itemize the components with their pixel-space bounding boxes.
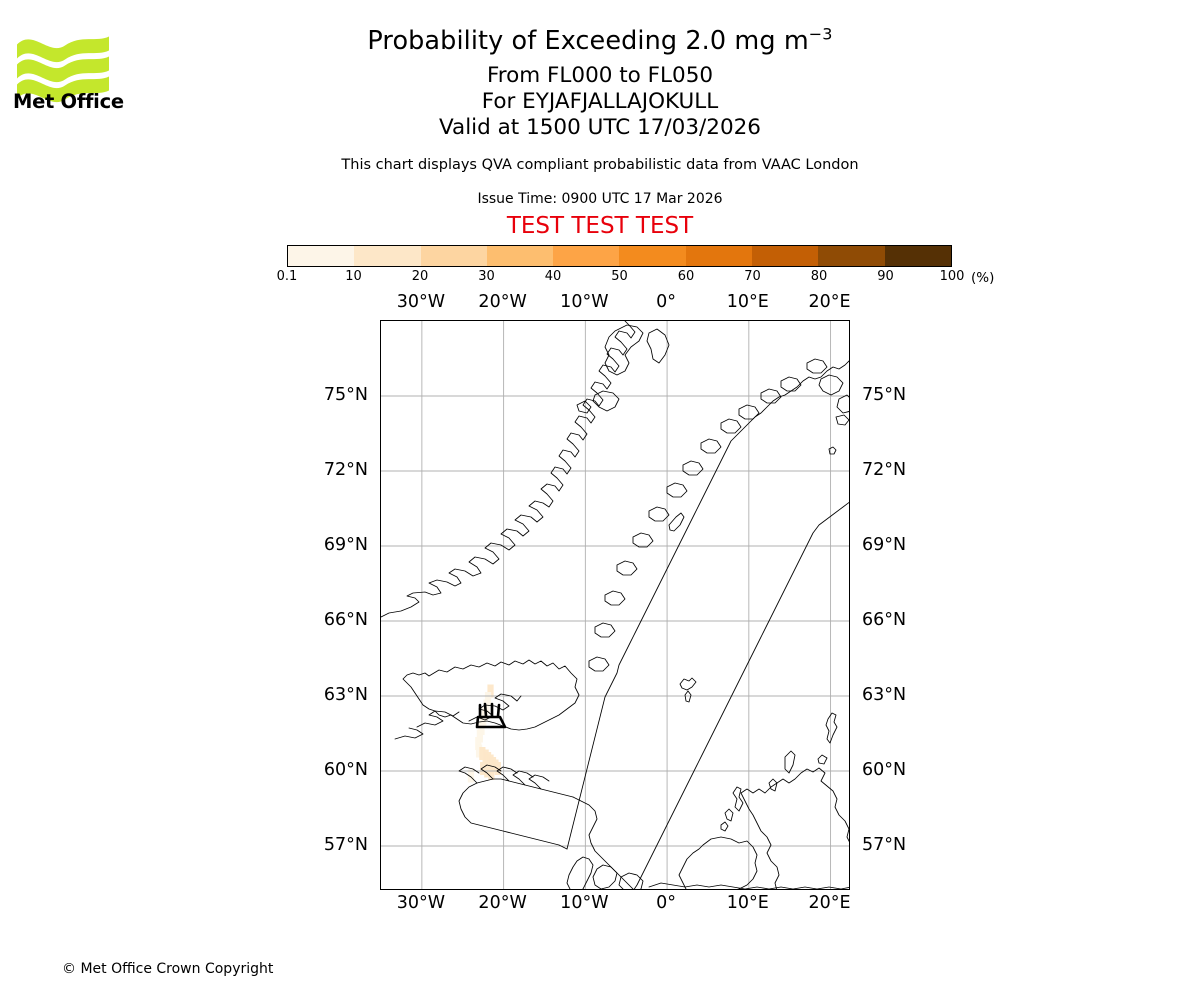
lat-label-60°N: 60°N: [323, 760, 368, 780]
colorbar-tick-70: 70: [744, 269, 761, 284]
ash-cell-16: [480, 762, 487, 775]
colorbar-tick-10: 10: [345, 269, 362, 284]
lat-label-66°N: 66°N: [323, 610, 368, 630]
volcano-subtitle: For EYJAFJALLAJOKULL: [481, 89, 719, 114]
colorbar-tick-0.1: 0.1: [276, 269, 298, 284]
colorbar-segment-4: [553, 246, 620, 266]
graticule-grid: [381, 321, 849, 889]
lon-label-20°W: 20°W: [478, 292, 527, 312]
met-office-wordmark: Met Office: [13, 90, 124, 113]
ash-cell-8: [475, 744, 483, 758]
lon-label-10°E: 10°E: [726, 893, 769, 913]
colorbar-tick-30: 30: [478, 269, 495, 284]
logo-waves: [17, 36, 109, 103]
lon-label-10°W: 10°W: [560, 292, 609, 312]
colorbar: [287, 245, 952, 267]
colorbar-tick-50: 50: [611, 269, 628, 284]
lon-label-0°: 0°: [656, 292, 677, 312]
lat-label-72°N: 72°N: [862, 460, 907, 480]
colorbar-segment-1: [354, 246, 421, 266]
lat-label-69°N: 69°N: [862, 535, 907, 555]
colorbar-unit-label: (%): [971, 270, 995, 286]
ash-cell-0: [487, 684, 494, 698]
ash-cell-18: [488, 767, 495, 780]
copyright-notice: © Met Office Crown Copyright: [62, 961, 274, 977]
map-canvas: [381, 321, 849, 889]
lat-label-72°N: 72°N: [323, 460, 368, 480]
lat-label-60°N: 60°N: [862, 760, 907, 780]
ash-cell-19: [467, 769, 475, 783]
colorbar-segment-8: [818, 246, 885, 266]
lon-label-10°W: 10°W: [560, 893, 609, 913]
met-office-logo: [17, 36, 109, 103]
colorbar-tick-60: 60: [677, 269, 695, 284]
lon-label-20°E: 20°E: [808, 893, 851, 913]
lon-label-30°W: 30°W: [396, 893, 446, 913]
colorbar-segment-0: [288, 246, 355, 266]
ash-cell-4: [480, 714, 487, 728]
lon-label-10°E: 10°E: [726, 292, 769, 312]
ash-cell-9: [479, 747, 486, 760]
colorbar-tick-80: 80: [810, 269, 828, 284]
colorbar-segment-6: [685, 246, 753, 266]
issue-time: Issue Time: 0900 UTC 17 Mar 2026: [477, 191, 723, 207]
colorbar-segment-2: [420, 246, 487, 266]
title-main-text: Probability of Exceeding 2.0 mg m: [367, 26, 809, 56]
ash-cell-5: [478, 722, 485, 735]
lat-label-63°N: 63°N: [323, 685, 368, 705]
valid-time-subtitle: Valid at 1500 UTC 17/03/2026: [438, 115, 761, 140]
colorbar-segment-7: [752, 246, 819, 266]
lat-label-57°N: 57°N: [862, 835, 907, 855]
lat-label-57°N: 57°N: [323, 835, 368, 855]
map-plot-area: [380, 320, 850, 890]
ash-cell-1: [484, 692, 492, 705]
title-exponent: −3: [808, 24, 833, 44]
lon-label-20°W: 20°W: [478, 893, 527, 913]
colorbar-tick-100: 100: [939, 269, 965, 284]
coastlines: [381, 321, 849, 889]
lon-label-0°: 0°: [656, 893, 677, 913]
lat-label-75°N: 75°N: [862, 385, 907, 405]
qva-note: This chart displays QVA compliant probab…: [341, 157, 859, 173]
lat-label-69°N: 69°N: [323, 535, 368, 555]
lon-label-20°E: 20°E: [808, 292, 851, 312]
lon-label-30°W: 30°W: [396, 292, 446, 312]
test-banner: TEST TEST TEST: [506, 213, 694, 239]
lat-label-66°N: 66°N: [862, 610, 907, 630]
ash-cell-7: [475, 737, 482, 750]
lat-label-63°N: 63°N: [862, 685, 907, 705]
colorbar-segment-5: [619, 246, 686, 266]
flight-level-subtitle: From FL000 to FL050: [486, 63, 714, 88]
colorbar-tick-20: 20: [411, 269, 429, 284]
colorbar-segment-3: [486, 246, 554, 266]
page-title: Probability of Exceeding 2.0 mg m−3: [0, 26, 1200, 56]
lat-label-75°N: 75°N: [323, 385, 368, 405]
colorbar-tick-40: 40: [544, 269, 562, 284]
colorbar-segment-9: [884, 246, 951, 266]
colorbar-tick-90: 90: [877, 269, 894, 284]
ash-cell-6: [476, 729, 484, 743]
colorbar-ticks: 0.1 10 20 30 40 50 60 70 80 90 100: [277, 269, 965, 285]
